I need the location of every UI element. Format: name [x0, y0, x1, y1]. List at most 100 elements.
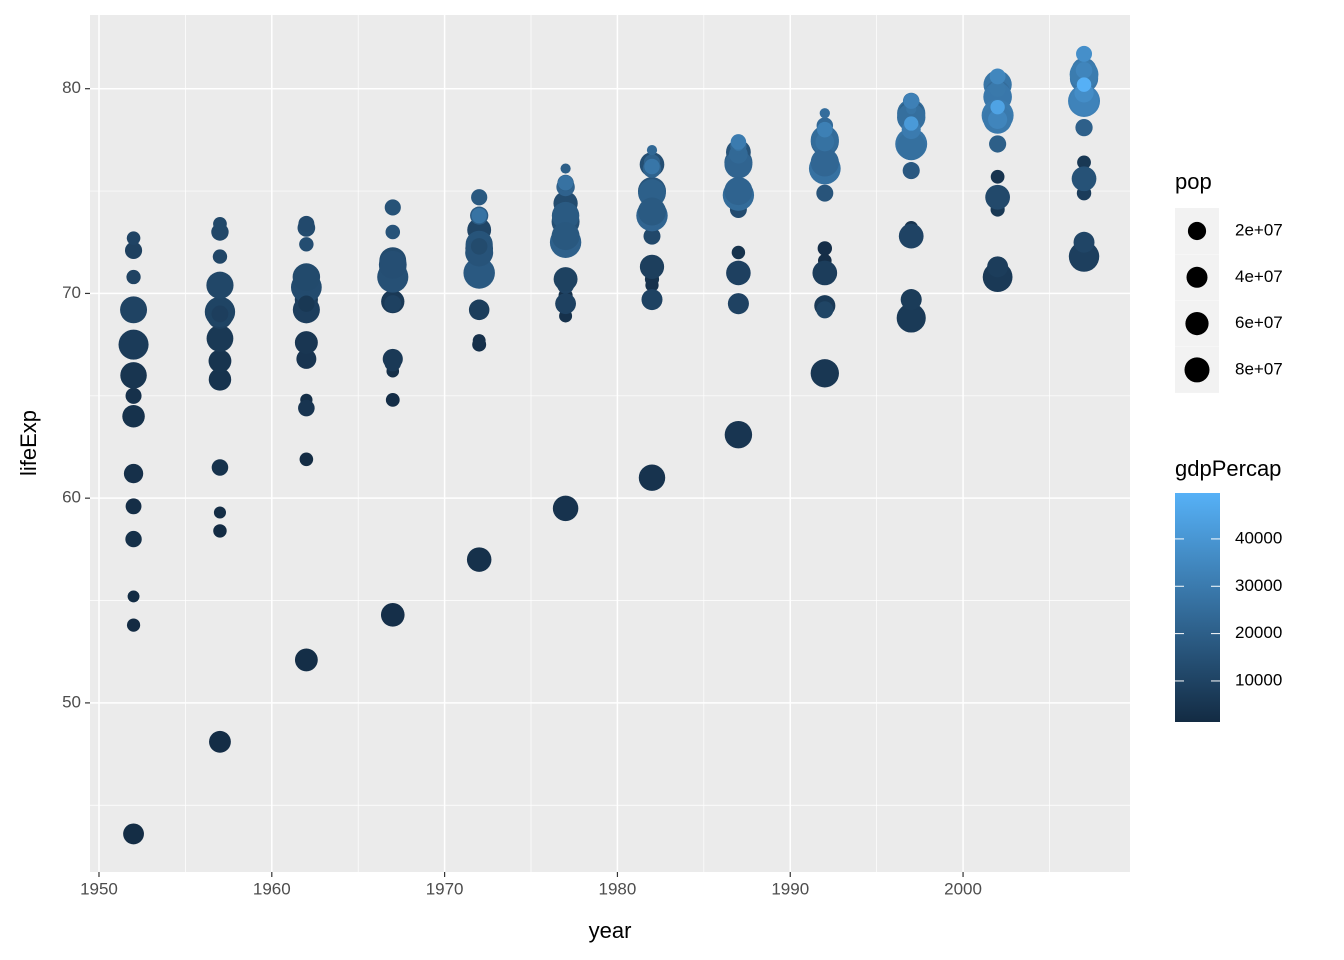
point [294, 331, 318, 355]
point [122, 405, 145, 428]
point [555, 293, 576, 315]
point [900, 289, 922, 311]
point [208, 368, 232, 391]
x-tick-label: 2000 [944, 879, 982, 898]
point [120, 362, 147, 389]
point [989, 68, 1006, 85]
point [730, 134, 747, 150]
point [468, 299, 490, 321]
point [641, 289, 663, 311]
size-legend-title: pop [1175, 169, 1212, 194]
point [816, 184, 834, 202]
legend-label: 6e+07 [1235, 313, 1283, 332]
point [299, 452, 314, 467]
y-tick-label: 80 [62, 78, 81, 97]
point [124, 241, 143, 260]
point [819, 108, 830, 119]
legend-size-symbol [1187, 221, 1207, 241]
point [212, 249, 228, 264]
point [471, 189, 488, 206]
point [472, 334, 486, 347]
point [125, 530, 142, 548]
point [646, 145, 658, 156]
x-axis-title: year [589, 918, 632, 943]
point [643, 227, 661, 245]
y-axis-title: lifeExp [16, 410, 41, 476]
color-legend-title: gdpPercap [1175, 456, 1281, 481]
point [294, 648, 318, 672]
point [127, 590, 140, 603]
point [206, 271, 234, 299]
point [727, 293, 749, 315]
legend-size-symbol [1186, 266, 1208, 288]
point [989, 135, 1007, 153]
point [816, 121, 833, 138]
legend-label: 8e+07 [1235, 359, 1283, 378]
point [125, 387, 142, 404]
point [299, 237, 314, 252]
point [125, 498, 142, 515]
legend-label: 30000 [1235, 576, 1282, 595]
point [645, 278, 659, 292]
legend-label: 40000 [1235, 528, 1282, 547]
point [557, 175, 574, 191]
legend-label: 10000 [1235, 670, 1282, 689]
point [726, 260, 751, 286]
point [553, 267, 578, 292]
point [1075, 61, 1093, 79]
point [724, 177, 753, 206]
legend-label: 4e+07 [1235, 267, 1283, 286]
point [815, 132, 835, 152]
x-tick-label: 1980 [599, 879, 637, 898]
point [292, 263, 321, 291]
point [213, 216, 227, 231]
point [466, 547, 492, 572]
point [382, 348, 403, 370]
point [816, 301, 834, 319]
point [298, 399, 315, 417]
point [987, 256, 1009, 278]
point [637, 197, 666, 226]
x-tick-label: 1970 [426, 879, 464, 898]
legend-size-symbol [1185, 312, 1209, 336]
point [384, 199, 401, 216]
colorbar [1175, 493, 1220, 722]
point [296, 348, 317, 369]
legend-label: 2e+07 [1235, 220, 1283, 239]
point [1075, 118, 1093, 137]
point [898, 223, 924, 249]
y-tick-label: 70 [62, 283, 81, 302]
point [126, 618, 141, 632]
point [644, 158, 660, 175]
point [817, 241, 832, 256]
point [209, 730, 231, 753]
point [638, 464, 666, 491]
x-tick-label: 1950 [80, 879, 118, 898]
panel [90, 15, 1130, 872]
point [904, 116, 919, 131]
point [120, 296, 148, 324]
point [990, 169, 1005, 184]
point [551, 222, 580, 251]
point [118, 329, 149, 360]
point [385, 224, 401, 240]
point [902, 162, 920, 180]
point [213, 506, 227, 519]
point [211, 305, 229, 323]
point [298, 295, 315, 312]
point [378, 250, 407, 279]
point [812, 260, 838, 286]
point [298, 215, 315, 232]
point [463, 257, 495, 289]
point [903, 93, 920, 109]
point [1076, 77, 1092, 92]
y-tick-label: 50 [62, 692, 81, 711]
point [208, 349, 232, 373]
point [384, 295, 402, 313]
point [1073, 231, 1095, 253]
point [989, 80, 1006, 98]
point [896, 303, 926, 333]
point [380, 603, 405, 627]
point [213, 524, 227, 538]
point [123, 823, 144, 845]
